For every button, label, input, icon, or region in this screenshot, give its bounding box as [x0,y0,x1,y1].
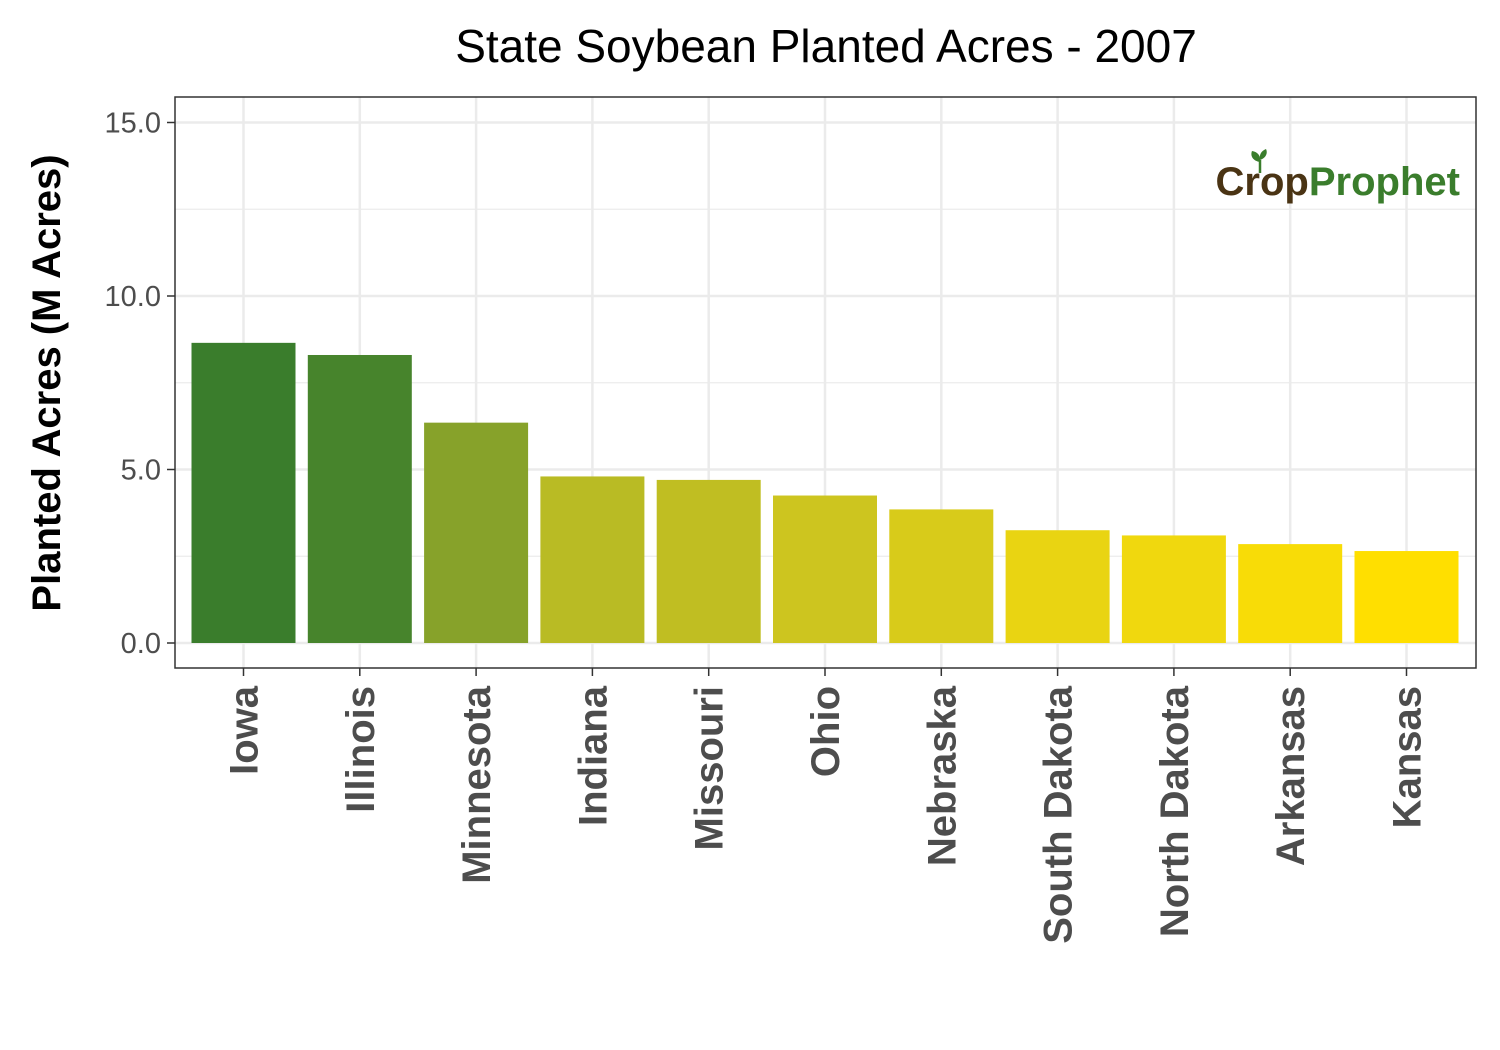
x-tick-label: Kansas [1386,686,1430,828]
bar-arkansas [1238,544,1343,643]
x-tick-label: Missouri [688,686,732,850]
bar-nebraska [889,509,994,643]
bars [191,342,1459,643]
y-axis-title: Planted Acres (M Acres) [25,154,69,611]
logo-text-crop: Crop [1216,160,1309,204]
bar-missouri [656,479,761,643]
x-tick-label: South Dakota [1037,685,1081,944]
x-tick-label: Illinois [339,686,383,813]
x-tick-label: Arkansas [1269,686,1313,866]
bar-indiana [540,476,645,643]
y-tick-label: 5.0 [121,455,161,487]
y-tick-label: 10.0 [105,281,161,313]
logo-text-prophet: Prophet [1309,160,1460,204]
bar-illinois [307,354,412,643]
y-tick-label: 0.0 [121,628,161,660]
svg-text:CropProphet: CropProphet [1216,160,1460,204]
bar-ohio [773,495,877,643]
x-tick-label: Nebraska [920,685,964,866]
x-tick-label: Iowa [223,685,267,775]
x-tick-label: Ohio [804,686,848,777]
bar-minnesota [424,422,529,643]
bar-iowa [191,342,296,643]
y-axis: 0.0 5.0 10.0 15.0 [105,108,175,660]
x-tick-label: Indiana [571,685,615,826]
y-tick-label: 15.0 [105,108,161,140]
bar-kansas [1354,551,1459,643]
chart-title: State Soybean Planted Acres - 2007 [455,20,1197,72]
x-tick-label: North Dakota [1153,685,1197,937]
cropprophet-logo: CropProphet [1216,149,1460,204]
bar-south-dakota [1005,530,1110,643]
x-axis: Iowa Illinois Minnesota Indiana Missouri Ohio… [223,668,1430,944]
sprout-icon [1251,149,1267,173]
x-tick-label: Minnesota [455,685,499,884]
bar-north-dakota [1121,535,1226,643]
